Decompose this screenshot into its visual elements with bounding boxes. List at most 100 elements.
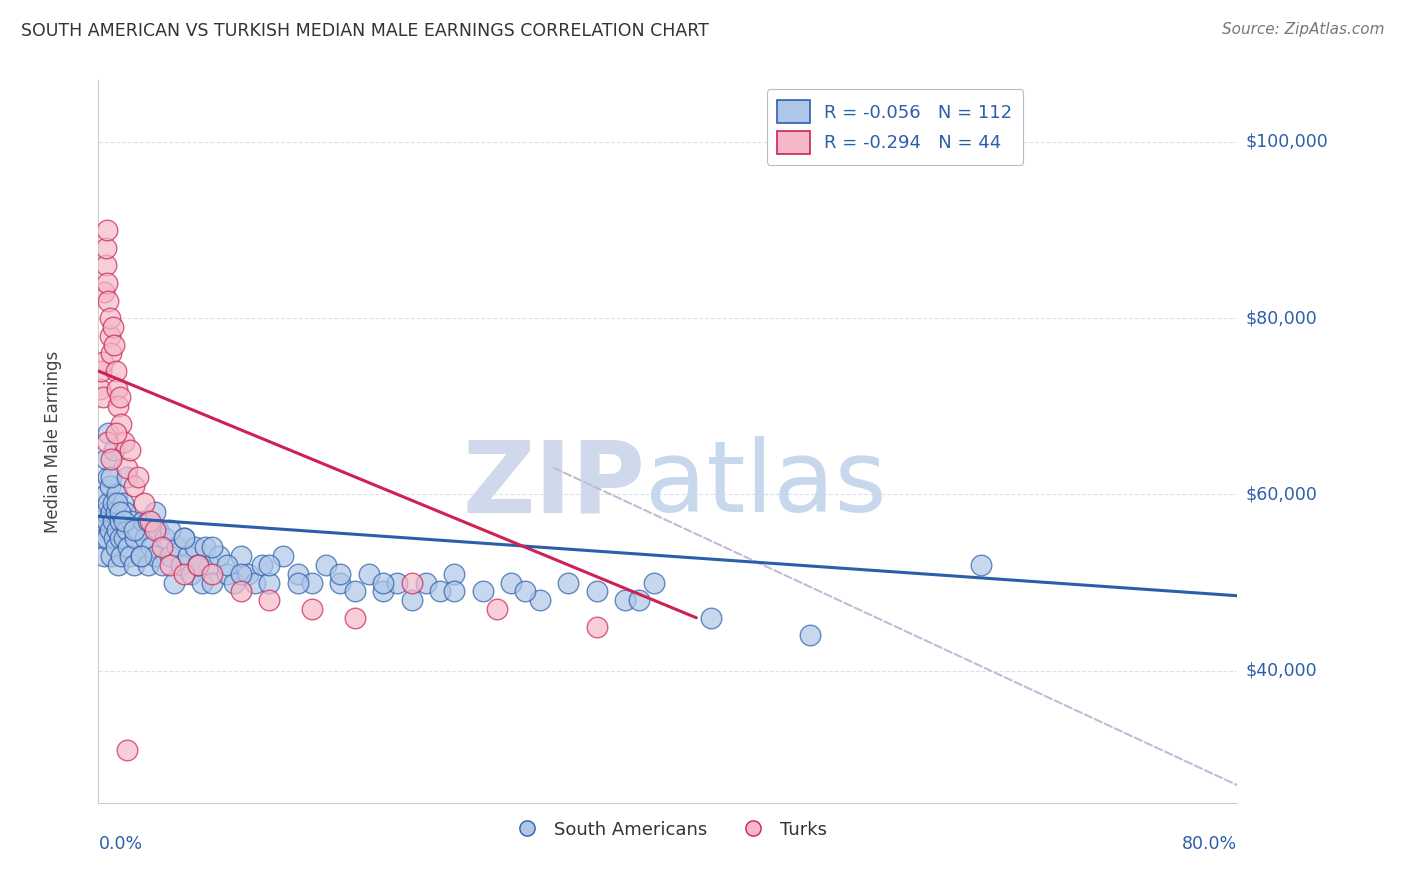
Point xyxy=(93,532,115,546)
Point xyxy=(104,364,127,378)
Point xyxy=(97,293,120,308)
Point xyxy=(229,584,252,599)
Point xyxy=(357,566,380,581)
Point xyxy=(187,558,209,572)
Point xyxy=(155,532,177,546)
Point xyxy=(111,496,134,510)
Point xyxy=(136,514,159,528)
Text: $100,000: $100,000 xyxy=(1246,133,1329,151)
Point xyxy=(215,566,238,581)
Point xyxy=(90,514,112,528)
Point xyxy=(94,241,117,255)
Point xyxy=(187,558,209,572)
Point xyxy=(501,575,523,590)
Point xyxy=(104,425,127,440)
Point xyxy=(515,584,537,599)
Point xyxy=(115,470,138,484)
Point xyxy=(373,584,395,599)
Point xyxy=(110,549,132,563)
Point xyxy=(97,496,120,510)
Point xyxy=(208,549,231,563)
Point xyxy=(129,549,152,563)
Point xyxy=(173,566,195,581)
Point xyxy=(103,337,125,351)
Point xyxy=(229,549,252,563)
Point xyxy=(96,276,118,290)
Point xyxy=(91,523,114,537)
Point xyxy=(98,311,121,326)
Point xyxy=(115,743,138,757)
Point xyxy=(315,558,337,572)
Point xyxy=(166,541,188,555)
Point xyxy=(152,558,174,572)
Point xyxy=(108,391,131,405)
Point xyxy=(243,575,266,590)
Point xyxy=(343,611,366,625)
Point xyxy=(114,505,136,519)
Point xyxy=(173,532,195,546)
Point xyxy=(259,558,281,572)
Point xyxy=(529,593,551,607)
Point xyxy=(90,364,112,378)
Point xyxy=(191,575,214,590)
Point xyxy=(401,575,423,590)
Point xyxy=(471,584,494,599)
Point xyxy=(89,382,111,396)
Point xyxy=(201,575,224,590)
Point xyxy=(93,549,115,563)
Legend: South Americans, Turks: South Americans, Turks xyxy=(502,814,834,846)
Point xyxy=(122,558,145,572)
Point xyxy=(201,541,224,555)
Point xyxy=(138,514,160,528)
Point xyxy=(287,566,309,581)
Point xyxy=(127,470,149,484)
Text: $60,000: $60,000 xyxy=(1246,485,1317,503)
Point xyxy=(170,558,193,572)
Point xyxy=(373,575,395,590)
Point xyxy=(94,505,117,519)
Point xyxy=(145,505,167,519)
Point xyxy=(301,602,323,616)
Text: $80,000: $80,000 xyxy=(1246,310,1317,327)
Point xyxy=(117,541,139,555)
Text: SOUTH AMERICAN VS TURKISH MEDIAN MALE EARNINGS CORRELATION CHART: SOUTH AMERICAN VS TURKISH MEDIAN MALE EA… xyxy=(21,22,709,40)
Point xyxy=(101,320,124,334)
Point xyxy=(585,619,607,633)
Point xyxy=(100,470,122,484)
Point xyxy=(104,541,127,555)
Point xyxy=(101,496,124,510)
Point xyxy=(136,558,159,572)
Text: 0.0%: 0.0% xyxy=(98,835,142,854)
Point xyxy=(180,566,202,581)
Point xyxy=(105,382,128,396)
Point xyxy=(108,514,131,528)
Point xyxy=(105,496,128,510)
Point xyxy=(118,443,141,458)
Point xyxy=(429,584,451,599)
Point xyxy=(108,532,131,546)
Point xyxy=(222,575,245,590)
Point xyxy=(259,593,281,607)
Point xyxy=(105,487,128,501)
Point xyxy=(131,514,153,528)
Text: ZIP: ZIP xyxy=(463,436,645,533)
Point xyxy=(329,566,352,581)
Point xyxy=(100,346,122,360)
Point xyxy=(387,575,409,590)
Point xyxy=(91,391,114,405)
Point xyxy=(184,541,207,555)
Point xyxy=(273,549,295,563)
Point xyxy=(100,505,122,519)
Point xyxy=(134,532,156,546)
Point xyxy=(103,532,125,546)
Point xyxy=(103,443,125,458)
Text: 80.0%: 80.0% xyxy=(1182,835,1237,854)
Point xyxy=(159,523,181,537)
Point xyxy=(94,487,117,501)
Point xyxy=(215,558,238,572)
Point xyxy=(152,541,174,555)
Point xyxy=(486,602,509,616)
Point xyxy=(94,452,117,467)
Point xyxy=(643,575,665,590)
Point xyxy=(198,558,221,572)
